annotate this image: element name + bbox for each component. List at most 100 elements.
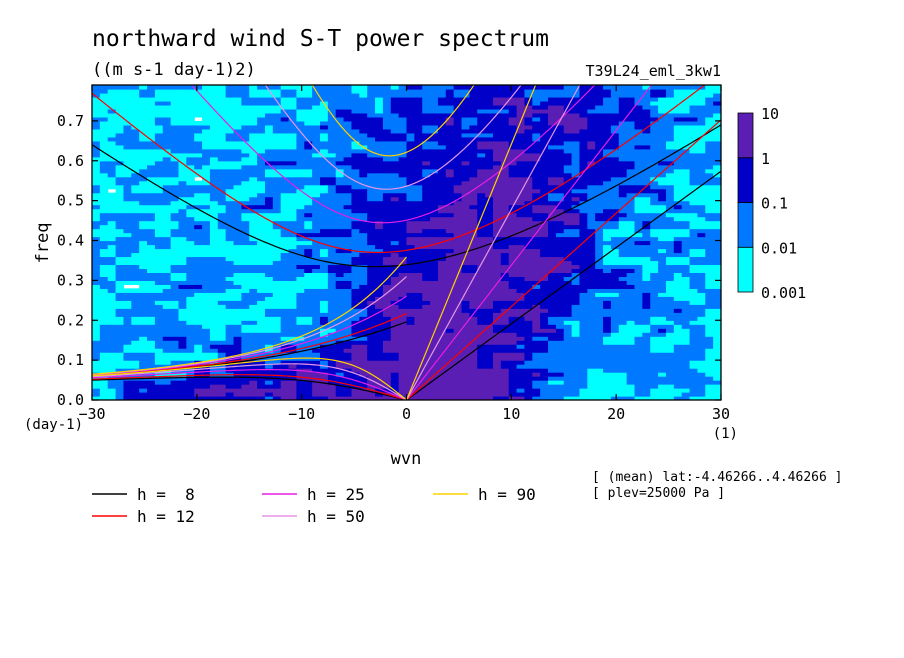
heatmap-cell	[186, 264, 195, 270]
heatmap-cell	[147, 380, 156, 385]
heatmap-cell	[249, 256, 258, 262]
heatmap-cell	[414, 200, 423, 206]
heatmap-cell	[178, 180, 187, 186]
heatmap-cell	[445, 284, 455, 289]
heatmap-cell	[296, 88, 305, 94]
heatmap-cell	[304, 140, 313, 146]
heatmap-cell	[524, 128, 533, 134]
heatmap-cell	[194, 104, 203, 110]
heatmap-cell	[422, 292, 431, 297]
heatmap-cell	[532, 376, 541, 381]
heatmap-cell	[99, 260, 109, 266]
heatmap-cell	[485, 220, 494, 226]
heatmap-cell	[508, 376, 518, 381]
heatmap-cell	[540, 200, 549, 206]
heatmap-cell	[508, 396, 518, 400]
heatmap-cell	[524, 104, 533, 110]
heatmap-cell	[280, 220, 290, 226]
heatmap-cell	[139, 268, 148, 274]
heatmap-cell	[532, 320, 541, 325]
heatmap-cell	[320, 272, 329, 277]
heatmap-cell	[398, 140, 408, 146]
heatmap-cell	[367, 344, 376, 349]
heatmap-cell	[264, 216, 274, 222]
heatmap-cell	[453, 312, 463, 317]
chart-title: northward wind S-T power spectrum	[92, 26, 549, 52]
heatmap-cell	[296, 364, 305, 369]
heatmap-cell	[147, 252, 156, 258]
heatmap-cell	[532, 356, 541, 361]
heatmap-cell	[516, 232, 526, 238]
heatmap-cell	[437, 252, 447, 258]
heatmap-cell	[202, 388, 211, 393]
heatmap-cell	[335, 200, 345, 206]
heatmap-cell	[375, 260, 384, 266]
heatmap-cell	[508, 216, 518, 222]
heatmap-cell	[241, 92, 250, 98]
heatmap-cell	[139, 288, 148, 293]
heatmap-cell	[445, 212, 455, 218]
heatmap-cell	[257, 156, 266, 162]
heatmap-cell	[217, 236, 227, 242]
heatmap-cell	[272, 196, 282, 202]
heatmap-cell	[249, 120, 258, 126]
heatmap-cell	[233, 224, 242, 230]
heatmap-cell	[367, 136, 376, 142]
heatmap-cell	[485, 224, 494, 230]
heatmap-cell	[422, 364, 431, 369]
heatmap-cell	[445, 252, 455, 258]
heatmap-cell	[327, 196, 337, 202]
heatmap-cell	[359, 292, 368, 297]
heatmap-cell	[162, 212, 172, 218]
heatmap-cell	[272, 256, 282, 262]
heatmap-cell	[516, 116, 526, 122]
heatmap-cell	[99, 300, 109, 305]
heatmap-cell	[296, 360, 305, 365]
heatmap-cell	[382, 112, 392, 118]
heatmap-cell	[343, 92, 353, 98]
heatmap-cell	[540, 320, 549, 325]
heatmap-cell	[249, 144, 258, 150]
heatmap-cell	[288, 116, 298, 122]
heatmap-cell	[202, 140, 211, 146]
heatmap-cell	[532, 252, 541, 258]
heatmap-cell	[485, 356, 494, 361]
heatmap-cell	[430, 148, 439, 154]
heatmap-cell	[115, 108, 125, 114]
heatmap-cell	[343, 144, 353, 150]
heatmap-cell	[178, 264, 187, 270]
heatmap-cell	[492, 292, 502, 297]
heatmap-cell	[249, 248, 258, 254]
heatmap-cell	[485, 156, 494, 162]
heatmap-cell	[123, 320, 132, 325]
heatmap-cell	[492, 392, 502, 397]
heatmap-cell	[249, 156, 258, 162]
heatmap-cell	[170, 232, 180, 238]
heatmap-cell	[312, 364, 321, 369]
heatmap-cell	[178, 300, 187, 305]
heatmap-cell	[107, 284, 117, 289]
heatmap-cell	[540, 268, 549, 274]
heatmap-cell	[280, 396, 290, 400]
heatmap-cell	[382, 304, 392, 309]
heatmap-cell	[359, 156, 368, 162]
heatmap-cell	[147, 192, 156, 198]
heatmap-cell	[477, 360, 486, 365]
heatmap-cell	[516, 252, 526, 258]
heatmap-cell	[563, 124, 573, 130]
heatmap-cell	[516, 132, 526, 138]
heatmap-cell	[115, 216, 125, 222]
heatmap-cell	[461, 96, 470, 102]
heatmap-cell	[469, 324, 478, 329]
heatmap-cell	[548, 88, 557, 94]
heatmap-cell	[414, 284, 423, 289]
heatmap-cell	[209, 116, 219, 122]
heatmap-cell	[469, 316, 478, 321]
heatmap-cell	[296, 348, 305, 353]
heatmap-cell	[264, 264, 274, 270]
heatmap-cell	[555, 312, 565, 317]
heatmap-cell	[178, 348, 187, 353]
heatmap-cell	[406, 340, 415, 345]
heatmap-cell	[123, 180, 132, 186]
heatmap-cell	[485, 396, 494, 400]
